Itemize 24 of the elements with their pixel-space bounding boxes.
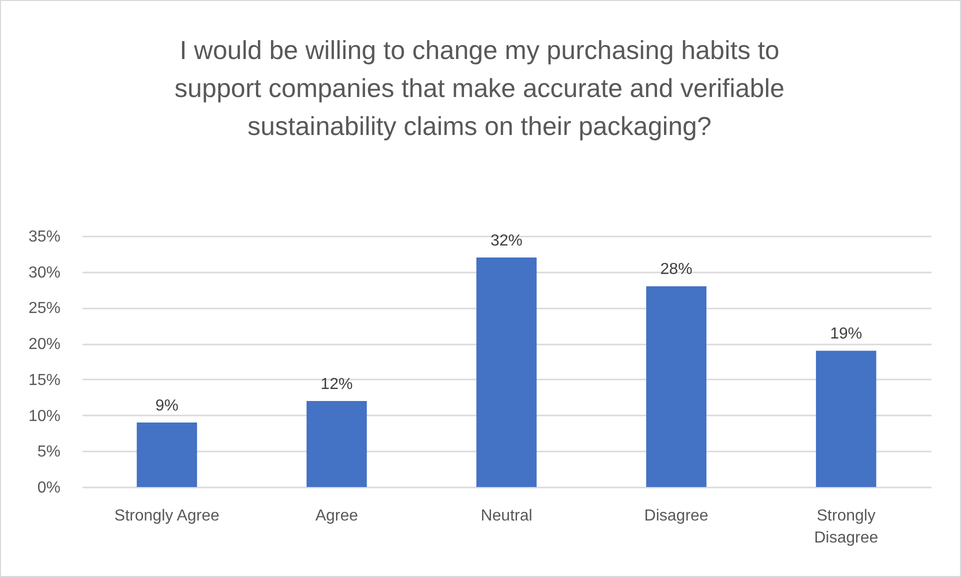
x-tick-label: Strongly Disagree (814, 508, 878, 546)
y-tick-label: 20% (28, 336, 60, 354)
y-tick-label: 30% (28, 264, 60, 282)
y-tick-label: 0% (37, 480, 60, 496)
data-label: 32% (490, 232, 523, 250)
data-label: 28% (660, 261, 692, 278)
y-tick-label: 25% (28, 300, 60, 318)
bar (816, 350, 876, 487)
x-tick-label: Strongly Agree (114, 508, 220, 524)
data-label: 9% (155, 397, 178, 414)
chart-title: I would be willing to change my purchasing habits to support companies that make accurate and verifiable sustainability claims on their packaging? (174, 35, 784, 141)
bar (306, 400, 367, 487)
bar (136, 422, 198, 487)
bar (646, 286, 706, 487)
bar (476, 258, 537, 487)
x-tick-label: Agree (315, 508, 358, 524)
y-tick-label: 35% (28, 228, 60, 246)
y-tick-label: 5% (37, 444, 60, 461)
y-tick-label: 15% (28, 372, 60, 389)
data-label: 19% (830, 326, 862, 343)
x-tick-label: Neutral (480, 508, 532, 524)
y-tick-label: 10% (28, 408, 60, 425)
data-label: 12% (320, 376, 353, 393)
x-tick-label: Disagree (644, 508, 708, 524)
